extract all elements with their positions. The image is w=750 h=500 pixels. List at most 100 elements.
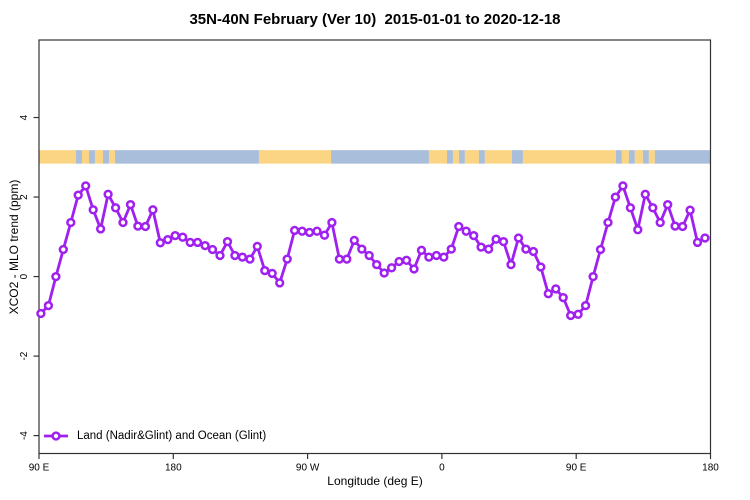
y-tick-label: -4 — [19, 431, 30, 440]
map-strip-segment-ocean — [331, 150, 429, 164]
data-point — [282, 254, 292, 264]
data-point — [178, 232, 188, 242]
x-tick-label: 0 — [439, 463, 445, 474]
data-point — [543, 289, 553, 299]
data-point — [580, 300, 591, 311]
data-point — [200, 240, 210, 251]
data-point — [633, 225, 643, 235]
data-point — [491, 234, 501, 244]
map-strip-segment-ocean — [511, 150, 523, 164]
data-point — [260, 265, 270, 276]
data-point — [566, 310, 576, 321]
map-strip-segment-ocean — [615, 150, 622, 164]
data-point — [431, 250, 442, 261]
plot-box — [38, 39, 712, 455]
data-point — [476, 242, 486, 252]
map-strip-segment-ocean — [114, 150, 259, 164]
map-strip-segment-ocean — [628, 150, 635, 164]
data-point — [386, 263, 397, 273]
data-point — [446, 244, 456, 254]
legend: Land (Nadir&Glint) and Ocean (Glint) — [42, 428, 266, 444]
data-point — [603, 217, 613, 228]
map-strip-segment-land — [522, 150, 616, 164]
data-point — [685, 205, 695, 215]
map-strip-segment-land — [108, 150, 115, 164]
data-point — [103, 189, 113, 199]
data-point — [536, 262, 546, 272]
data-point — [439, 252, 449, 262]
data-point — [372, 259, 382, 270]
data-point — [483, 244, 494, 254]
map-strip-segment-ocean — [642, 150, 649, 164]
data-point — [275, 278, 285, 288]
data-point — [498, 236, 509, 247]
data-point — [133, 221, 143, 231]
data-point — [88, 205, 98, 215]
data-point — [118, 217, 128, 228]
data-point — [648, 203, 658, 213]
x-tick-label: 90 E — [566, 463, 587, 474]
data-point — [469, 230, 479, 241]
data-point — [289, 225, 300, 236]
data-point — [304, 227, 315, 238]
map-strip-segment-land — [452, 150, 459, 164]
data-point — [573, 309, 583, 319]
data-point — [73, 190, 83, 200]
data-point — [521, 244, 531, 254]
data-point — [230, 250, 240, 261]
data-point — [640, 189, 650, 199]
map-strip-segment-land — [428, 150, 447, 164]
map-strip-segment-land — [621, 150, 629, 164]
map-strip-segment-land — [648, 150, 655, 164]
y-tick-label: -2 — [19, 351, 30, 360]
data-line — [39, 184, 707, 317]
data-point — [364, 250, 374, 261]
data-point — [424, 252, 434, 262]
x-tick-label: 180 — [702, 463, 719, 474]
data-point — [334, 254, 345, 264]
data-point — [319, 230, 330, 240]
data-point — [148, 205, 158, 215]
data-point — [558, 292, 568, 303]
data-point — [215, 250, 225, 261]
data-point — [551, 284, 561, 294]
data-point — [36, 308, 46, 319]
data-point — [140, 221, 151, 232]
data-point — [110, 203, 121, 213]
legend-sample-marker-icon — [51, 431, 61, 441]
map-strip-segment-ocean — [458, 150, 465, 164]
data-point — [409, 264, 419, 274]
data-point — [357, 244, 367, 254]
data-point — [700, 233, 710, 243]
data-point — [349, 235, 359, 246]
y-tick-label: 4 — [19, 114, 30, 120]
map-strip-segment-land — [39, 150, 77, 164]
chart-title: 35N-40N February (Ver 10) 2015-01-01 to … — [189, 11, 561, 28]
data-point — [663, 199, 673, 210]
data-point — [588, 271, 598, 282]
map-strip-segment-ocean — [76, 150, 82, 164]
map-strip-segment-ocean — [103, 150, 109, 164]
map-strip-segment-ocean — [478, 150, 485, 164]
data-point — [513, 233, 524, 243]
map-strip-segment-land — [94, 150, 104, 164]
data-point — [66, 217, 76, 228]
data-point — [461, 226, 471, 236]
data-point — [207, 244, 218, 255]
data-point — [185, 237, 195, 248]
data-point — [297, 226, 307, 236]
data-point — [677, 221, 688, 232]
map-strip-segment-land — [464, 150, 479, 164]
data-point — [625, 203, 636, 213]
y-tick-label: 0 — [19, 273, 30, 279]
data-point — [692, 237, 703, 248]
data-point — [618, 181, 628, 191]
data-point — [163, 234, 173, 245]
data-point — [401, 255, 412, 265]
data-point — [155, 238, 165, 248]
data-point — [528, 246, 539, 257]
data-point — [416, 245, 427, 255]
x-axis-label: Longitude (deg E) — [327, 474, 423, 488]
data-point — [267, 268, 277, 279]
map-strip-segment-land — [258, 150, 332, 164]
